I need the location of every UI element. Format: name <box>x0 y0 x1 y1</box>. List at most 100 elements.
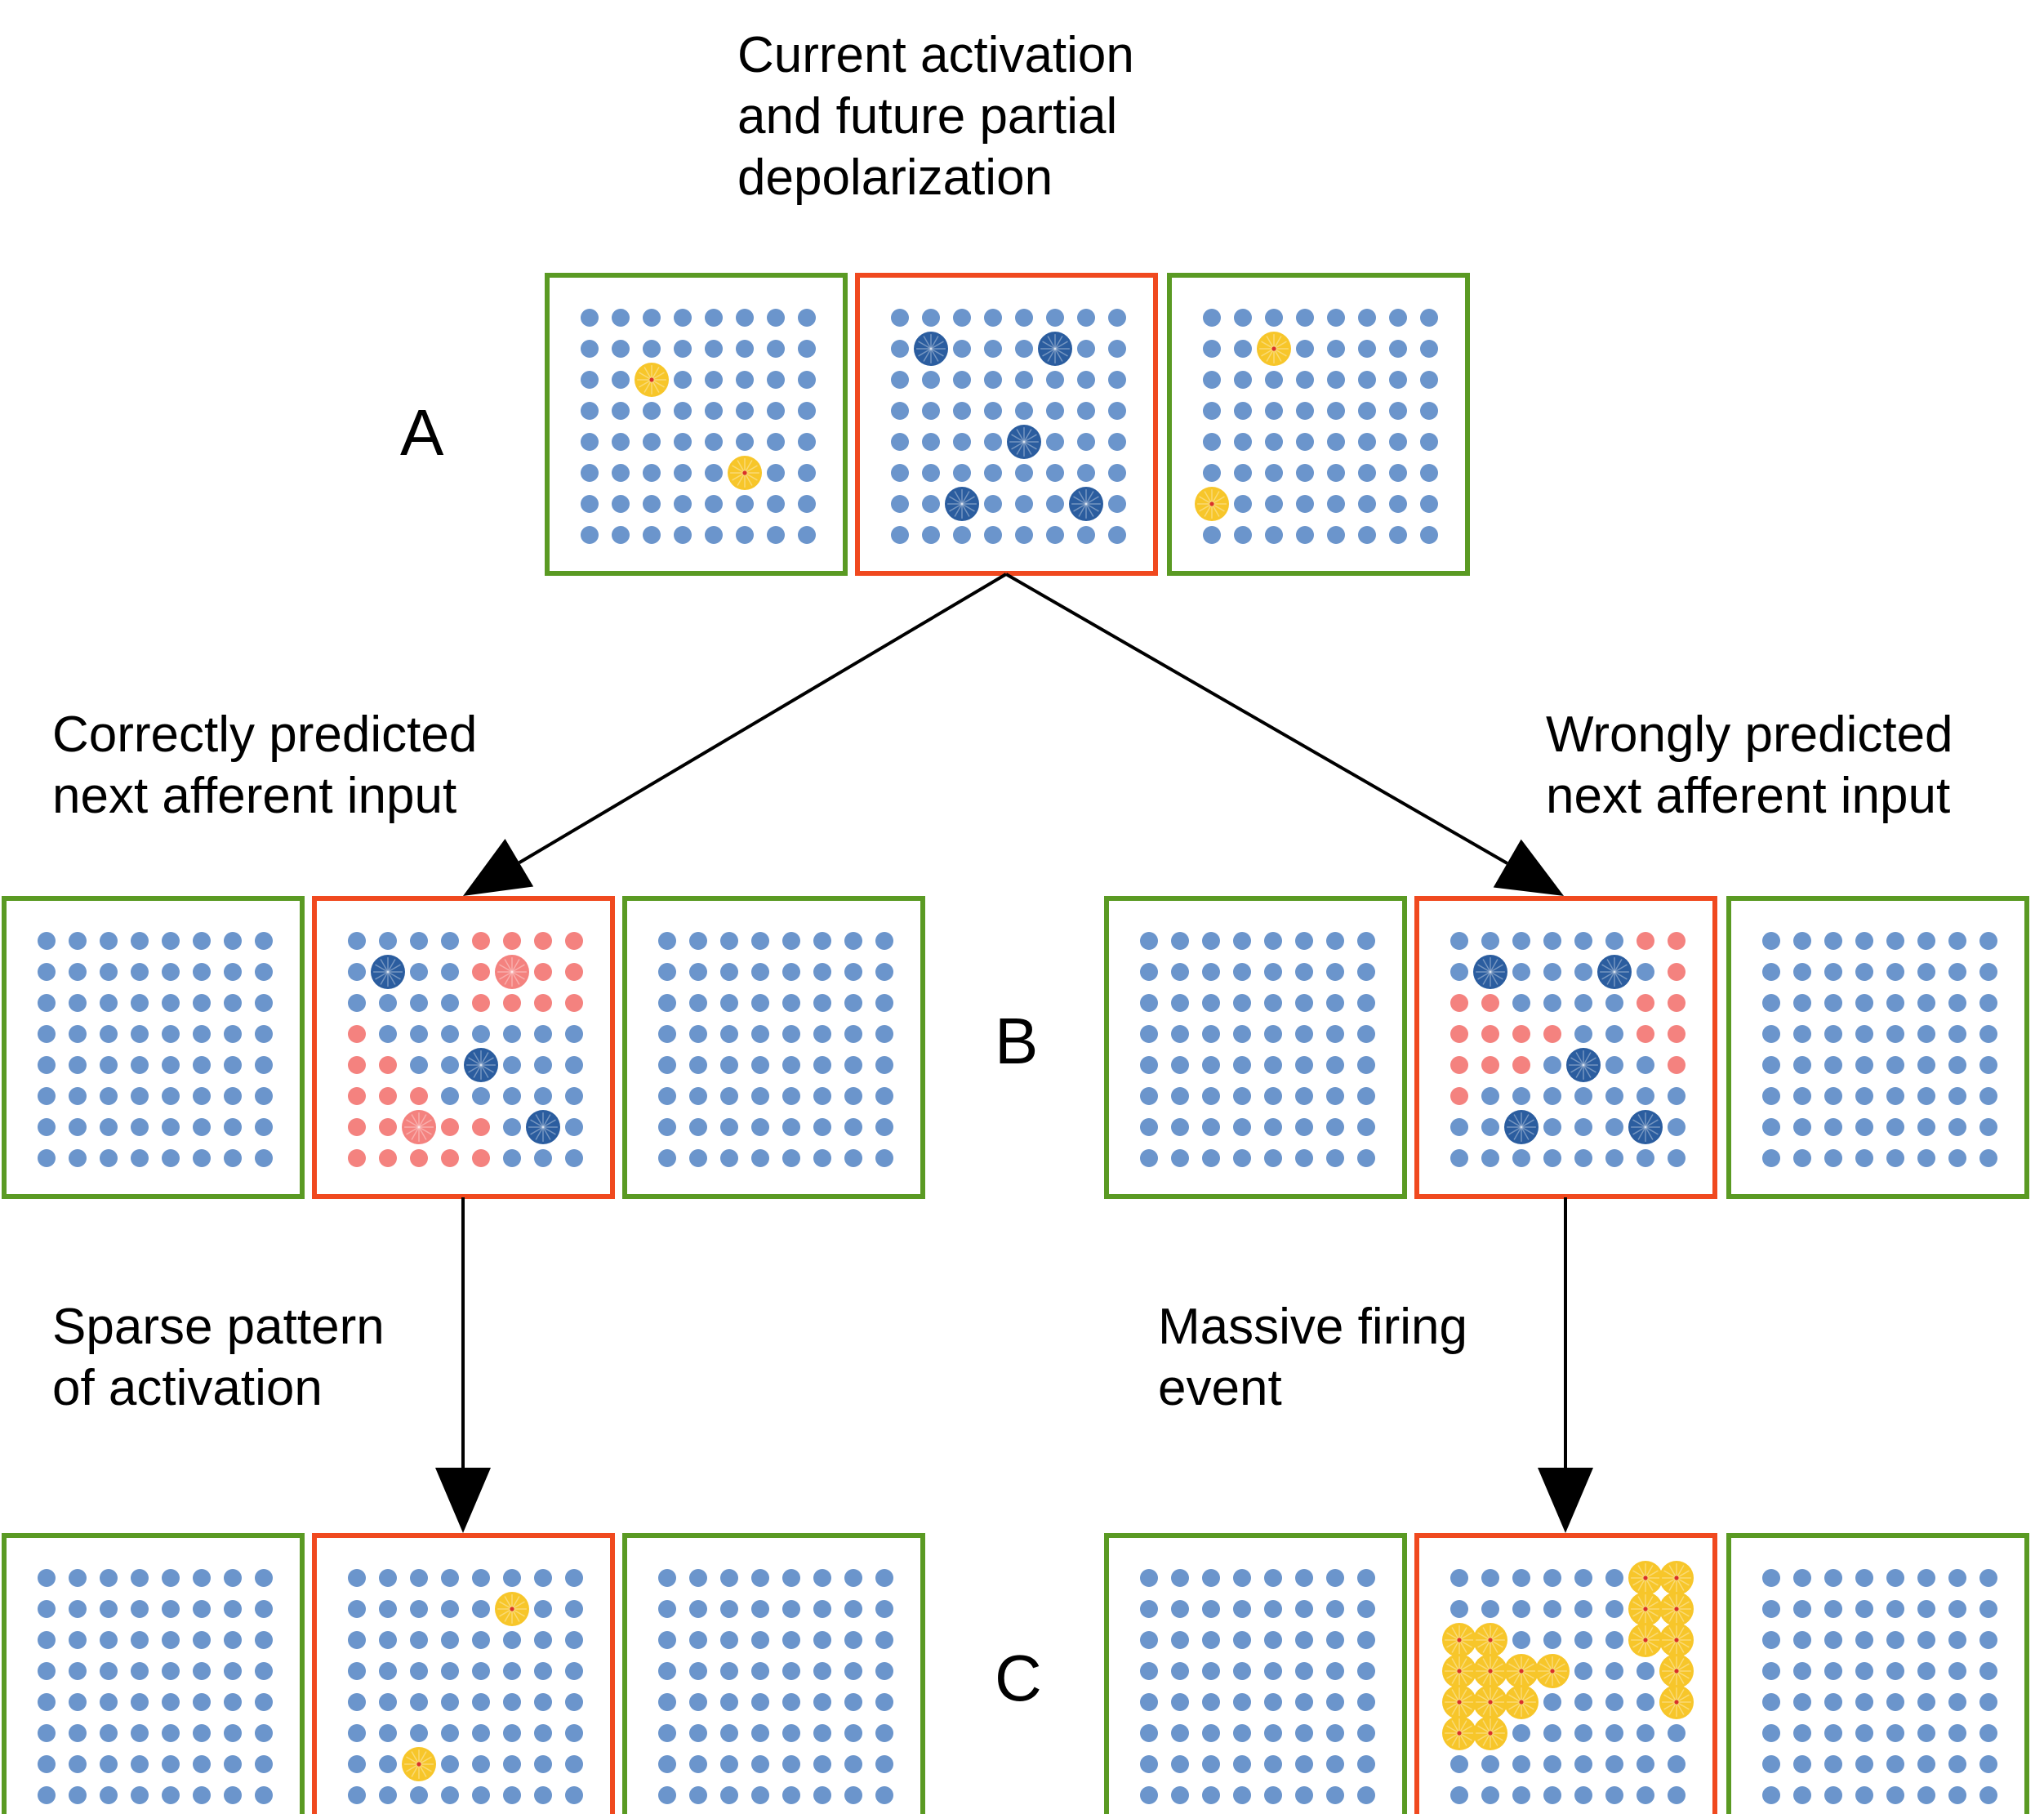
neuron-cell <box>1233 1569 1251 1587</box>
neuron-cell <box>1046 495 1064 513</box>
neuron-cell <box>1824 1786 1842 1804</box>
neuron-cell <box>844 1786 862 1804</box>
neuron-cell <box>1108 464 1126 482</box>
neuron-cell <box>689 1087 707 1105</box>
neuron-cell <box>1295 963 1313 981</box>
neuron-cell <box>720 1149 738 1167</box>
neuron-cell <box>1668 1724 1686 1742</box>
neuron-cell <box>1326 1662 1344 1680</box>
neuron-cell <box>1917 994 1935 1012</box>
neuron-cell <box>1855 994 1873 1012</box>
neuron-cell <box>534 1724 552 1742</box>
neuron-cell <box>720 1662 738 1680</box>
predicted-cell <box>1668 994 1686 1012</box>
neuron-cell <box>1574 1724 1592 1742</box>
neuron-cell <box>38 1569 56 1587</box>
neuron-cell <box>1358 371 1376 389</box>
neuron-cell <box>782 1087 800 1105</box>
neuron-cell <box>1265 371 1283 389</box>
neuron-cell <box>844 1755 862 1773</box>
neuron-cell <box>1855 1118 1873 1136</box>
neuron-cell <box>472 1786 490 1804</box>
neuron-cell <box>193 932 211 950</box>
neuron-cell <box>1512 994 1530 1012</box>
neuron-cell <box>1327 340 1345 358</box>
neuron-cell <box>1357 1600 1375 1618</box>
neuron-cell <box>100 1118 118 1136</box>
panel-frame <box>1726 896 2029 1199</box>
neuron-cell <box>1264 1118 1282 1136</box>
neuron-cell <box>1979 1786 1997 1804</box>
neuron-cell <box>1171 994 1189 1012</box>
neuron-cell <box>674 309 692 327</box>
neuron-cell <box>131 1569 149 1587</box>
neuron-cell <box>1543 932 1561 950</box>
neuron-cell <box>193 1693 211 1711</box>
neuron-cell <box>1389 309 1407 327</box>
neuron-cell <box>922 526 940 544</box>
neuron-cell <box>1855 1693 1873 1711</box>
neuron-cell <box>1295 1662 1313 1680</box>
neuron-cell <box>1793 1724 1811 1742</box>
neuron-cell <box>348 1786 366 1804</box>
neuron-cell <box>1171 1569 1189 1587</box>
neuron-cell <box>565 1693 583 1711</box>
neuron-cell <box>1265 464 1283 482</box>
neuron-cell <box>1450 1149 1468 1167</box>
predicted-cell <box>379 1149 397 1167</box>
neuron-cell <box>224 1149 242 1167</box>
predicted-cell-large <box>495 955 529 989</box>
neuron-cell <box>1543 1087 1561 1105</box>
neuron-cell <box>674 371 692 389</box>
neuron-cell <box>100 963 118 981</box>
neuron-cell <box>1420 402 1438 420</box>
neuron-cell <box>503 1087 521 1105</box>
neuron-cell <box>441 1755 459 1773</box>
neuron-cell <box>69 1693 87 1711</box>
neuron-cell <box>1420 433 1438 451</box>
neuron-cell <box>1233 1631 1251 1649</box>
neuron-cell <box>658 1755 676 1773</box>
neuron-cell <box>1824 1025 1842 1043</box>
neuron-cell <box>1077 433 1095 451</box>
predicted-cell <box>534 994 552 1012</box>
depolarized-cell <box>526 1110 560 1144</box>
neuron-cell <box>891 464 909 482</box>
neuron-cell <box>953 464 971 482</box>
neuron-cell <box>1855 1087 1873 1105</box>
neuron-cell <box>720 1724 738 1742</box>
neuron-cell <box>1917 1600 1935 1618</box>
neuron-cell <box>922 495 940 513</box>
neuron-cell <box>922 433 940 451</box>
neuron-cell <box>224 1662 242 1680</box>
neuron-cell <box>1917 1056 1935 1074</box>
neuron-cell <box>953 402 971 420</box>
neuron-cell <box>348 1693 366 1711</box>
neuron-cell <box>1979 1600 1997 1618</box>
neuron-cell <box>1762 994 1780 1012</box>
neuron-cell <box>1668 1087 1686 1105</box>
neuron-cell <box>162 1631 180 1649</box>
arrow-shaft <box>1005 573 1508 865</box>
neuron-cell <box>1233 1786 1251 1804</box>
neuron-cell <box>441 1631 459 1649</box>
neuron-cell <box>224 1025 242 1043</box>
neuron-cell <box>131 1693 149 1711</box>
panel-c-left-center <box>312 1533 615 1814</box>
neuron-cell <box>193 1724 211 1742</box>
neuron-cell <box>798 464 816 482</box>
neuron-cell <box>410 1569 428 1587</box>
neuron-cell <box>1574 1569 1592 1587</box>
neuron-cell <box>813 1755 831 1773</box>
neuron-cell <box>1420 371 1438 389</box>
predicted-cell <box>441 1149 459 1167</box>
neuron-cell <box>224 1600 242 1618</box>
neuron-cell <box>751 1755 769 1773</box>
neuron-cell <box>69 1056 87 1074</box>
neuron-cell <box>1543 1569 1561 1587</box>
neuron-cell <box>193 1662 211 1680</box>
neuron-cell <box>720 1056 738 1074</box>
neuron-cell <box>1886 1662 1904 1680</box>
neuron-cell <box>193 1786 211 1804</box>
neuron-cell <box>503 1755 521 1773</box>
